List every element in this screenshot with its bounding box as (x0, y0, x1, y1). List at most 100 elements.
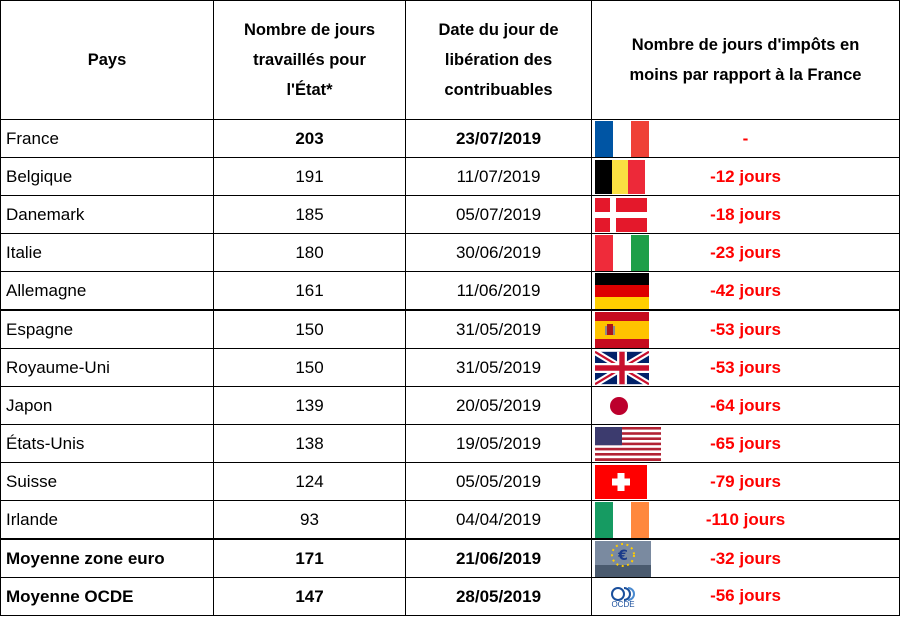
days-cell: 203 (213, 119, 406, 158)
belgium-flag-icon (595, 159, 645, 194)
date-cell: 11/06/2019 (405, 271, 592, 311)
uk-flag-icon (595, 350, 649, 385)
date-cell: 20/05/2019 (405, 386, 592, 425)
oecd-logo-icon: OCDE (595, 584, 651, 610)
header-date-line2: libération des (444, 51, 553, 69)
table-header-row: Pays Nombre de jours travaillés pour l'É… (0, 0, 900, 120)
days-cell: 171 (213, 538, 406, 578)
diff-value: -110 jours (705, 509, 786, 529)
denmark-flag-icon (595, 197, 647, 232)
header-date-line3: contribuables (444, 81, 553, 99)
country-cell: Belgique (0, 157, 214, 196)
days-cell: 124 (213, 462, 406, 501)
table-row-ireland: Irlande 93 04/04/2019 -110 jours (0, 500, 900, 540)
days-cell: 191 (213, 157, 406, 196)
country-cell: Irlande (0, 500, 214, 540)
days-cell: 93 (213, 500, 406, 540)
date-cell: 04/04/2019 (405, 500, 592, 540)
country-cell: Japon (0, 386, 214, 425)
flag-diff-cell: -79 jours (591, 462, 900, 501)
table-row-italy: Italie 180 30/06/2019 -23 jours (0, 233, 900, 272)
diff-value: -23 jours (710, 242, 781, 262)
diff-value: -64 jours (710, 395, 781, 415)
date-cell: 05/05/2019 (405, 462, 592, 501)
diff-value: -32 jours (710, 548, 781, 568)
header-days-line2: travaillés pour (253, 51, 366, 69)
ireland-flag-icon (595, 501, 649, 538)
country-cell: Suisse (0, 462, 214, 501)
flag-diff-cell: -12 jours (591, 157, 900, 196)
header-days-line1: Nombre de jours (243, 21, 376, 39)
days-cell: 139 (213, 386, 406, 425)
country-cell: Italie (0, 233, 214, 272)
japan-flag-icon (595, 389, 643, 422)
table-row-germany: Allemagne 161 11/06/2019 -42 jours (0, 271, 900, 311)
diff-value: -18 jours (710, 204, 781, 224)
date-cell: 19/05/2019 (405, 424, 592, 463)
diff-value: -56 jours (710, 586, 781, 606)
date-cell: 31/05/2019 (405, 309, 592, 349)
italy-flag-icon (595, 234, 649, 271)
flag-diff-cell: OCDE -56 jours (591, 577, 900, 616)
table-row-eurozone-average: Moyenne zone euro 171 21/06/2019 € -32 j… (0, 538, 900, 578)
header-days-line3: l'État* (286, 81, 333, 99)
header-liberation-date: Date du jour de libération des contribua… (405, 0, 592, 120)
days-cell: 138 (213, 424, 406, 463)
table-row-spain: Espagne 150 31/05/2019 -53 jours (0, 309, 900, 349)
days-cell: 150 (213, 309, 406, 349)
country-cell: Royaume-Uni (0, 348, 214, 387)
diff-value: -79 jours (710, 471, 781, 491)
flag-diff-cell: -18 jours (591, 195, 900, 234)
diff-value: -53 jours (710, 319, 781, 339)
country-cell: Danemark (0, 195, 214, 234)
date-cell: 11/07/2019 (405, 157, 592, 196)
date-cell: 28/05/2019 (405, 577, 592, 616)
table-row-switzerland: Suisse 124 05/05/2019 -79 jours (0, 462, 900, 501)
diff-value: -42 jours (710, 280, 781, 300)
flag-diff-cell: - (591, 119, 900, 158)
flag-diff-cell: € -32 jours (591, 538, 900, 578)
date-cell: 05/07/2019 (405, 195, 592, 234)
diff-value: -53 jours (710, 357, 781, 377)
france-flag-icon (595, 120, 649, 157)
flag-diff-cell: -53 jours (591, 348, 900, 387)
diff-value: -12 jours (710, 166, 781, 186)
date-cell: 31/05/2019 (405, 348, 592, 387)
header-days-difference: Nombre de jours d'impôts en moins par ra… (591, 0, 900, 120)
table-row-oecd-average: Moyenne OCDE 147 28/05/2019 OCDE -56 jou… (0, 577, 900, 616)
usa-flag-icon (595, 426, 661, 461)
days-cell: 150 (213, 348, 406, 387)
days-cell: 180 (213, 233, 406, 272)
table-row-belgium: Belgique 191 11/07/2019 -12 jours (0, 157, 900, 196)
date-cell: 21/06/2019 (405, 538, 592, 578)
date-cell: 23/07/2019 (405, 119, 592, 158)
flag-diff-cell: -42 jours (591, 271, 900, 311)
spain-flag-icon (595, 311, 649, 348)
switzerland-flag-icon (595, 464, 647, 499)
days-cell: 161 (213, 271, 406, 311)
flag-diff-cell: -110 jours (591, 500, 900, 540)
germany-flag-icon (595, 272, 649, 309)
country-cell: Moyenne OCDE (0, 577, 214, 616)
country-cell: Allemagne (0, 271, 214, 311)
country-cell: France (0, 119, 214, 158)
oecd-logo-label: OCDE (611, 600, 635, 610)
country-cell: Espagne (0, 309, 214, 349)
header-diff-line1: Nombre de jours d'impôts en (631, 36, 860, 54)
date-cell: 30/06/2019 (405, 233, 592, 272)
header-date-line1: Date du jour de (438, 21, 559, 39)
table-row-japan: Japon 139 20/05/2019 -64 jours (0, 386, 900, 425)
flag-diff-cell: -23 jours (591, 233, 900, 272)
diff-value: - (742, 128, 749, 148)
table-row-france: France 203 23/07/2019 - (0, 119, 900, 158)
table-row-denmark: Danemark 185 05/07/2019 -18 jours (0, 195, 900, 234)
header-diff-line2: moins par rapport à la France (629, 66, 862, 84)
days-cell: 147 (213, 577, 406, 616)
header-country: Pays (0, 0, 214, 120)
days-cell: 185 (213, 195, 406, 234)
country-cell: Moyenne zone euro (0, 538, 214, 578)
flag-diff-cell: -53 jours (591, 309, 900, 349)
flag-diff-cell: -64 jours (591, 386, 900, 425)
table-row-uk: Royaume-Uni 150 31/05/2019 -53 jours (0, 348, 900, 387)
